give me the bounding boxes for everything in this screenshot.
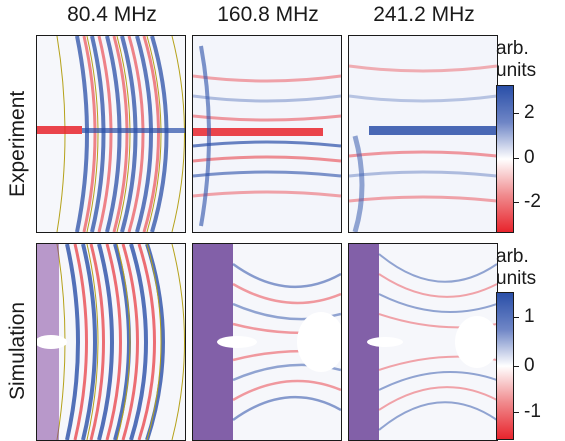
ticklabel-exp-0: 0 bbox=[524, 147, 535, 168]
column-title-80: 80.4 MHz bbox=[67, 3, 157, 26]
colorbar-simulation bbox=[496, 292, 514, 440]
ticklabel-exp-2: 2 bbox=[524, 102, 535, 123]
colorbar-unit-line1: arb. bbox=[496, 38, 529, 59]
row-label-experiment: Experiment bbox=[6, 90, 29, 197]
experiment-panel-160 bbox=[192, 35, 342, 233]
experiment-panel-241 bbox=[348, 35, 498, 233]
tick-sim-neg1 bbox=[513, 412, 519, 413]
ticklabel-sim-1: 1 bbox=[524, 306, 535, 327]
experiment-panel-80 bbox=[36, 35, 186, 233]
simulation-panel-160 bbox=[192, 243, 342, 441]
tick-sim-0 bbox=[513, 366, 519, 367]
colorbar-unit-simulation: arb. units bbox=[496, 246, 536, 290]
colorbar-unit-line2: units bbox=[496, 268, 537, 289]
simulation-panel-241 bbox=[348, 243, 498, 441]
row-label-simulation: Simulation bbox=[6, 301, 29, 400]
ticklabel-exp-neg2: -2 bbox=[524, 191, 541, 212]
column-title-160: 160.8 MHz bbox=[217, 3, 319, 26]
simulation-panel-80 bbox=[36, 243, 186, 441]
tick-exp-0 bbox=[513, 158, 519, 159]
tick-exp-2 bbox=[513, 113, 519, 114]
colorbar-unit-line2: units bbox=[496, 60, 537, 81]
ticklabel-sim-neg1: -1 bbox=[524, 401, 541, 422]
colorbar-experiment bbox=[496, 85, 514, 233]
colorbar-unit-line1: arb. bbox=[496, 246, 529, 267]
column-title-241: 241.2 MHz bbox=[373, 3, 475, 26]
ticklabel-sim-0: 0 bbox=[524, 355, 535, 376]
tick-sim-1 bbox=[513, 317, 519, 318]
colorbar-unit-experiment: arb. units bbox=[496, 38, 536, 82]
tick-exp-neg2 bbox=[513, 202, 519, 203]
